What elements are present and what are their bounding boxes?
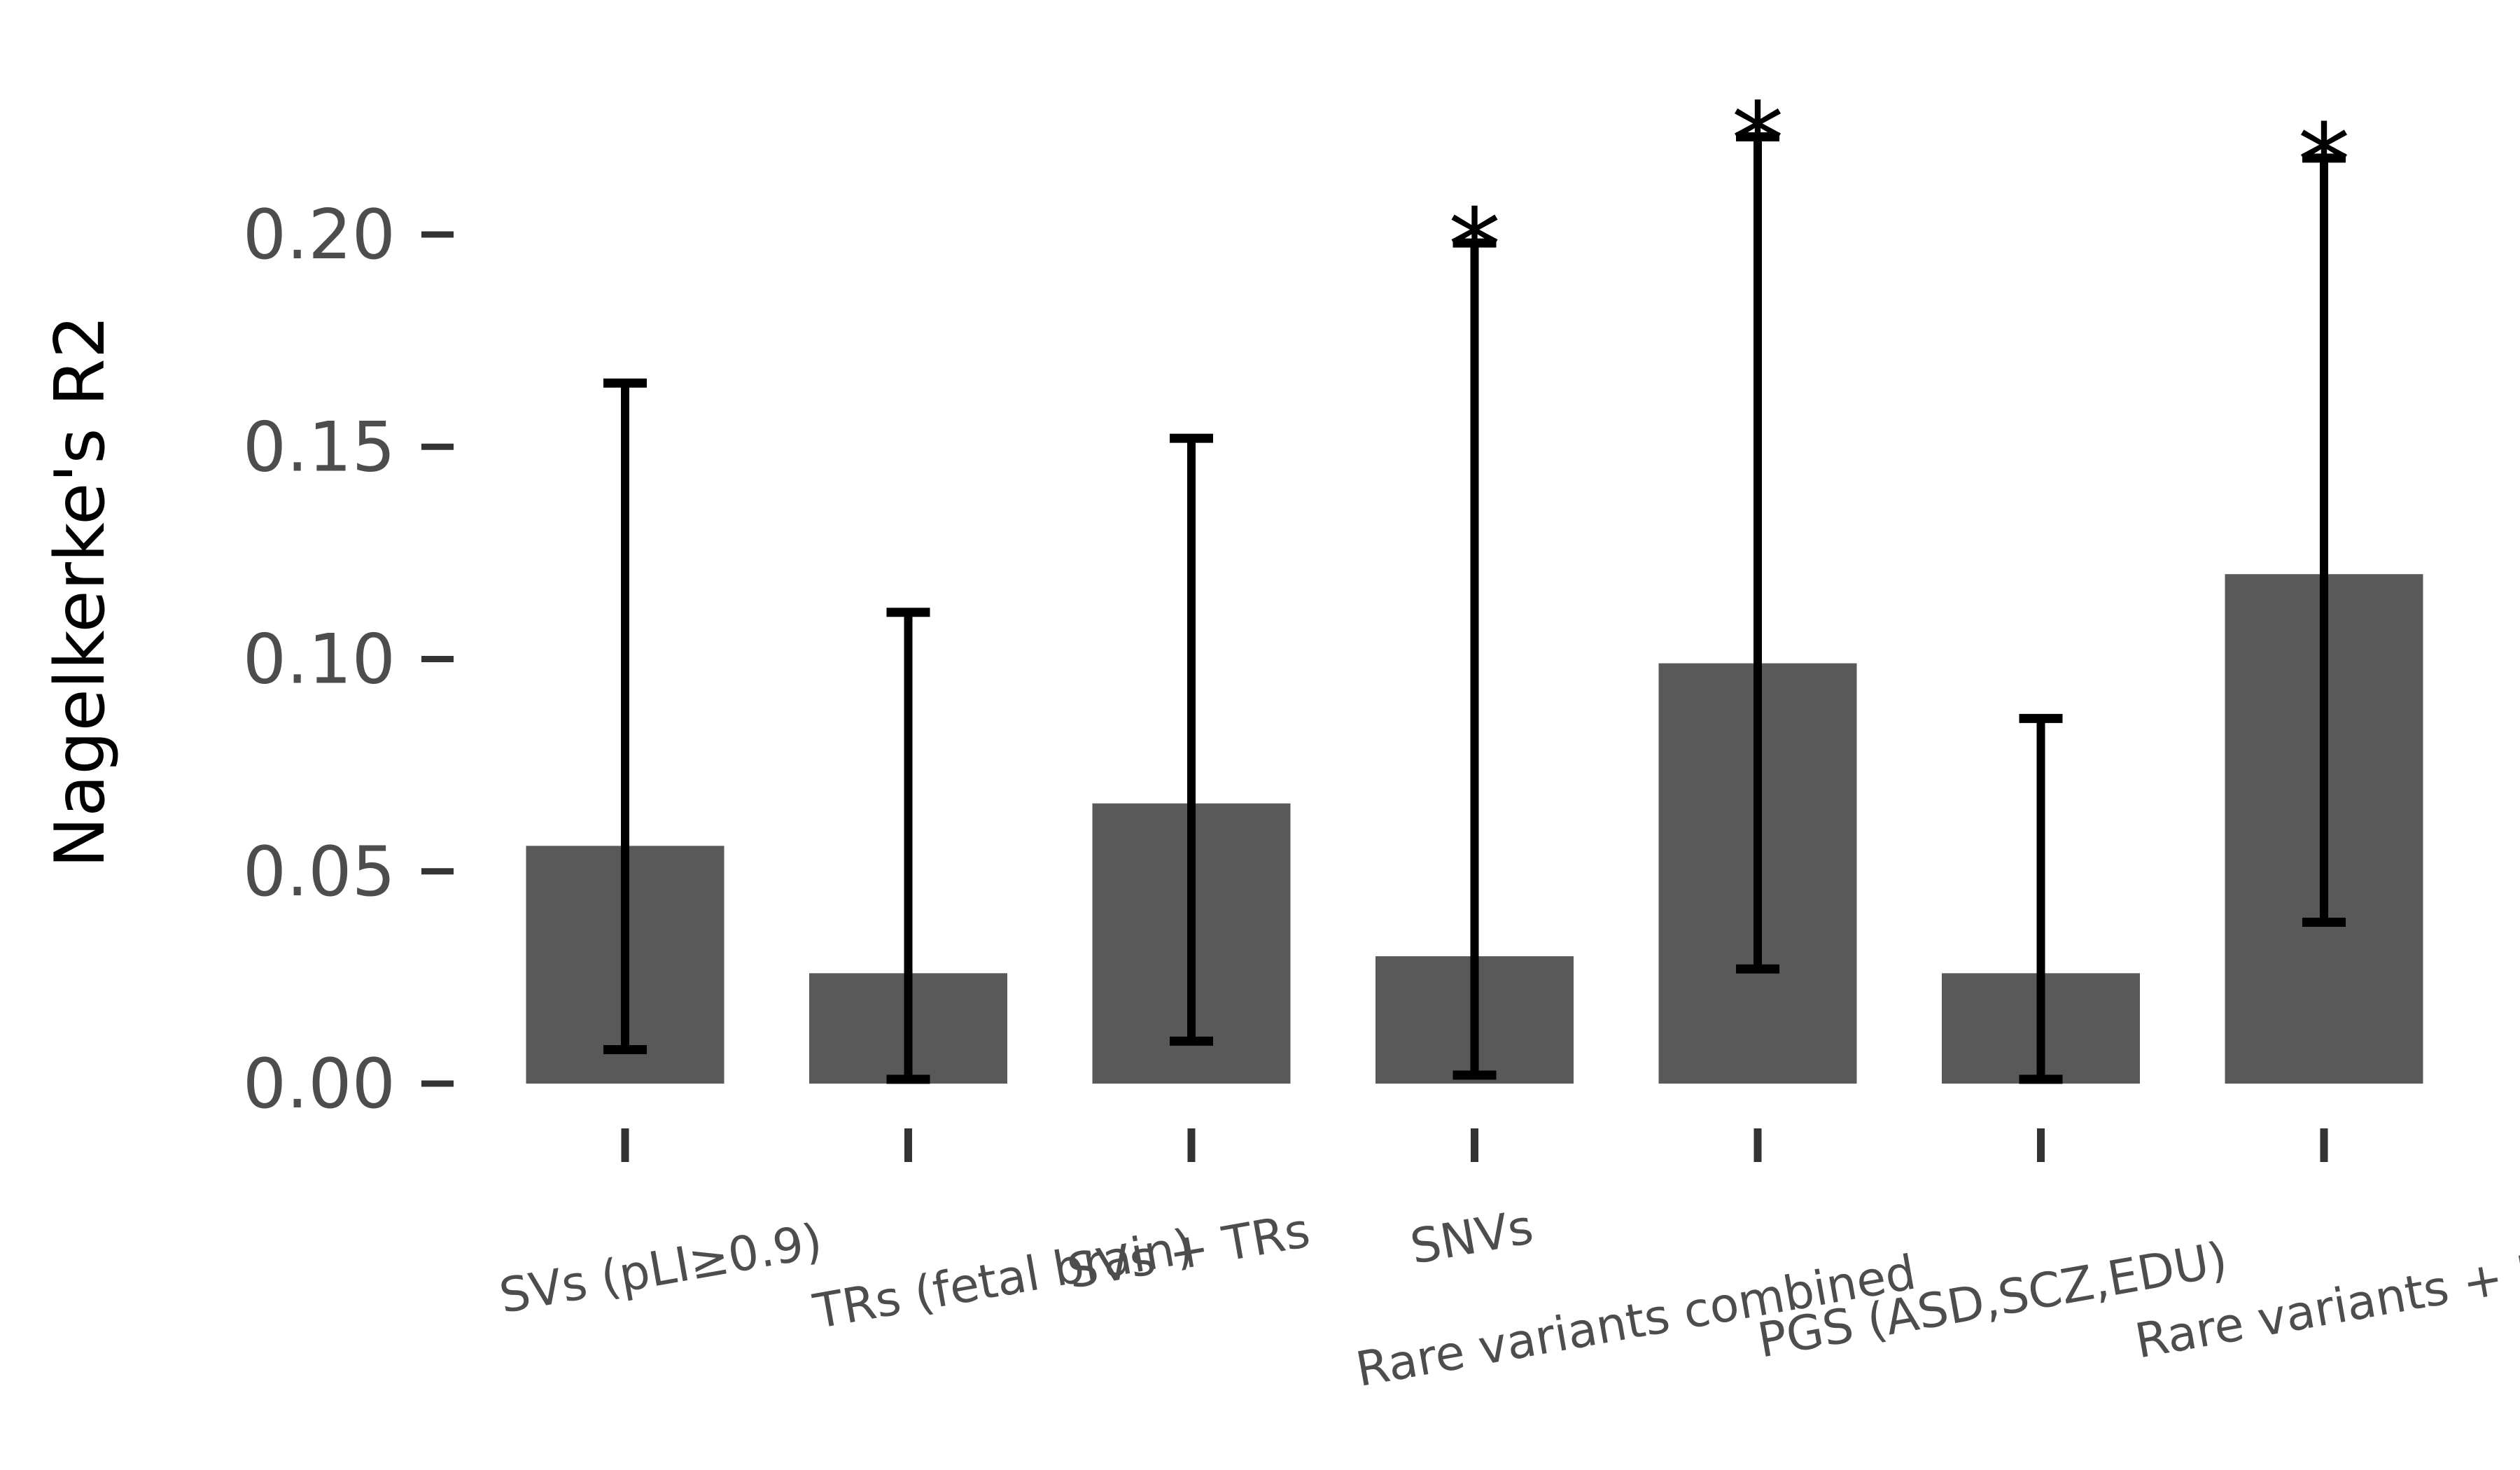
x-axis: SVs (pLI≥0.9)TRs (fetal brain)SVs + TRs S… [496,1128,2520,1398]
error-bars [603,132,2346,1084]
y-tick-label: 0.00 [243,1044,396,1124]
significance-markers: * * * [1448,81,2351,309]
x-tick-label: SNVs [1406,1200,1537,1275]
y-tick-label: 0.10 [243,620,396,700]
y-tick-label: 0.15 [243,407,396,487]
y-axis: 0.00 0.05 0.10 0.15 0.20 [243,195,454,1124]
x-tick-label: SVs (pLI≥0.9) [496,1213,827,1324]
x-tick-label: SVs + TRs [1063,1203,1314,1300]
significance-star: * [1732,81,1784,203]
y-axis-label: Nagelkerke's R2 [41,315,120,868]
significance-star: * [2298,102,2351,224]
y-tick-label: 0.20 [243,195,396,275]
y-tick-label: 0.05 [243,832,396,912]
significance-star: * [1448,187,1501,309]
